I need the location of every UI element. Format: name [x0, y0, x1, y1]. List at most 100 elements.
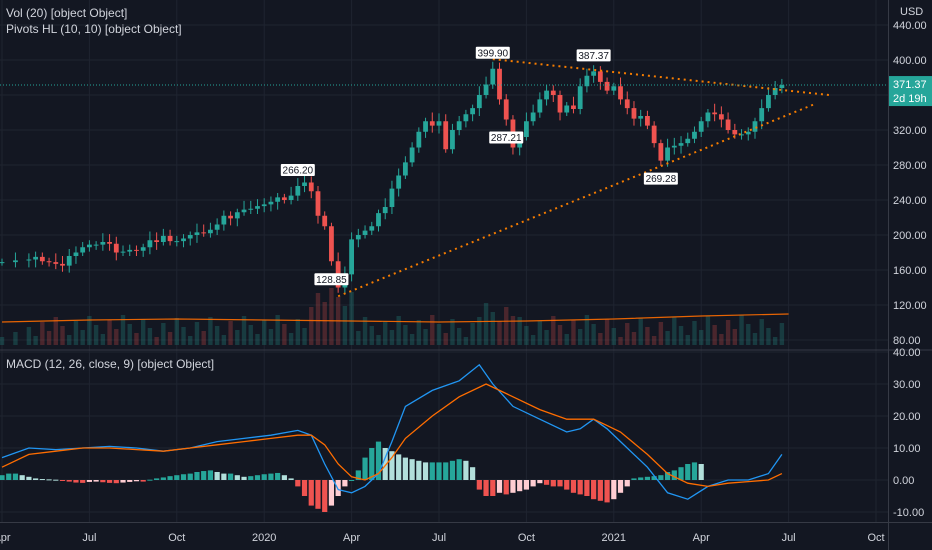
volume-bar: [268, 329, 274, 345]
volume-bar: [174, 318, 179, 345]
volume-bar: [443, 333, 448, 345]
pivots-indicator-label[interactable]: Pivots HL (10, 10) [object Object]: [6, 22, 182, 36]
trendline: [492, 58, 830, 96]
volume-bar: [188, 336, 193, 345]
volume-bars: [0, 288, 785, 345]
volume-bar: [376, 335, 381, 345]
macd-histogram-bar: [644, 476, 651, 480]
volume-bar: [369, 326, 374, 345]
macd-histogram-bar: [604, 480, 610, 503]
macd-histogram-bar: [470, 467, 476, 480]
macd-histogram-bar: [638, 477, 644, 480]
price-axis-tick: 80.00: [893, 335, 921, 347]
macd-histogram-bar: [268, 473, 274, 480]
time-axis-tick: Apr: [0, 532, 11, 544]
volume-bar: [107, 320, 112, 345]
volume-bar: [40, 322, 45, 345]
macd-histogram-bar: [6, 473, 12, 480]
macd-histogram-bar: [80, 480, 86, 483]
candle-body: [0, 262, 5, 264]
macd-histogram-bar: [416, 460, 422, 480]
macd-indicator-label[interactable]: MACD (12, 26, close, 9) [object Object]: [6, 357, 215, 371]
volume-bar: [154, 337, 159, 345]
volume-bar: [248, 325, 253, 345]
macd-axis-tick: 10.00: [893, 443, 921, 455]
candles: [0, 61, 785, 294]
volume-bar: [383, 321, 388, 345]
macd-histogram-bar: [241, 476, 247, 480]
pivot-label: 399.90: [475, 46, 510, 59]
candle-body: [423, 121, 428, 132]
last-price-box: [889, 76, 932, 107]
volume-bar: [672, 317, 677, 345]
grid-lines: [0, 0, 888, 522]
volume-bar: [416, 320, 422, 345]
vol-indicator-label[interactable]: Vol (20) [object Object]: [6, 6, 128, 20]
volume-bar: [46, 331, 52, 345]
macd-histogram-bar: [671, 470, 677, 480]
time-axis-tick: Jul: [782, 532, 796, 544]
candle-body: [497, 68, 502, 100]
volume-bar: [140, 319, 146, 345]
volume-bar: [712, 325, 717, 345]
volume-bar: [490, 312, 495, 345]
candle-body: [604, 81, 610, 91]
macd-histogram-bar: [557, 480, 563, 487]
candle-body: [208, 229, 213, 234]
volume-bar: [766, 328, 771, 345]
volume-bar: [456, 328, 462, 345]
macd-histogram-bar: [100, 480, 106, 483]
candle-body: [268, 201, 274, 205]
volume-bar: [746, 324, 751, 345]
time-axis-tick: 2021: [602, 532, 626, 544]
candle-body: [93, 244, 99, 246]
candle-body: [120, 251, 126, 253]
candle-body: [745, 131, 751, 135]
pivot-label-text: 266.20: [283, 166, 314, 177]
candle-body: [167, 235, 173, 242]
macd-axis-tick: 20.00: [893, 411, 921, 423]
candle-body: [712, 112, 718, 115]
macd-histogram-bar: [147, 479, 153, 481]
candle-body: [396, 175, 402, 189]
macd-histogram-bar: [355, 470, 361, 480]
candle-body: [476, 95, 482, 109]
macd-histogram-bar: [93, 480, 99, 482]
candle-body: [261, 204, 267, 207]
volume-bar: [685, 335, 690, 345]
macd-histogram-bar: [261, 474, 267, 480]
volume-bar: [0, 337, 5, 345]
macd-histogram-bar: [584, 480, 590, 496]
price-axis-tick: 320.00: [893, 125, 927, 137]
candle-body: [638, 116, 644, 119]
volume-bar: [93, 325, 99, 345]
volume-bar: [201, 331, 206, 345]
volume-bar: [584, 315, 590, 345]
last-price-value: 371.37: [893, 79, 927, 91]
volume-bar: [134, 333, 139, 345]
macd-histogram-bar: [301, 480, 308, 496]
macd-histogram-bar: [456, 459, 462, 480]
candle-body: [705, 112, 711, 122]
candle-body: [450, 130, 455, 150]
volume-bar: [288, 333, 294, 345]
volume-bar: [591, 324, 596, 345]
volume-bar: [604, 319, 610, 345]
macd-axis-tick: -10.00: [893, 507, 924, 519]
macd-histogram-bar: [476, 480, 482, 490]
candle-body: [281, 197, 287, 200]
volume-bar: [396, 316, 401, 345]
candle-body: [692, 131, 697, 139]
macd-histogram-bar: [214, 472, 220, 480]
macd-histogram-bar: [577, 480, 583, 495]
candle-body: [241, 209, 247, 213]
pivot-label: 387.37: [576, 49, 611, 62]
macd-histogram-bar: [396, 454, 402, 480]
volume-bar: [67, 335, 72, 345]
macd-histogram-bar: [382, 448, 388, 480]
candle-body: [60, 263, 65, 266]
candle-body: [308, 182, 314, 192]
candle-body: [80, 247, 86, 253]
candle-body: [181, 238, 186, 242]
macd-histogram-bar: [207, 470, 214, 480]
